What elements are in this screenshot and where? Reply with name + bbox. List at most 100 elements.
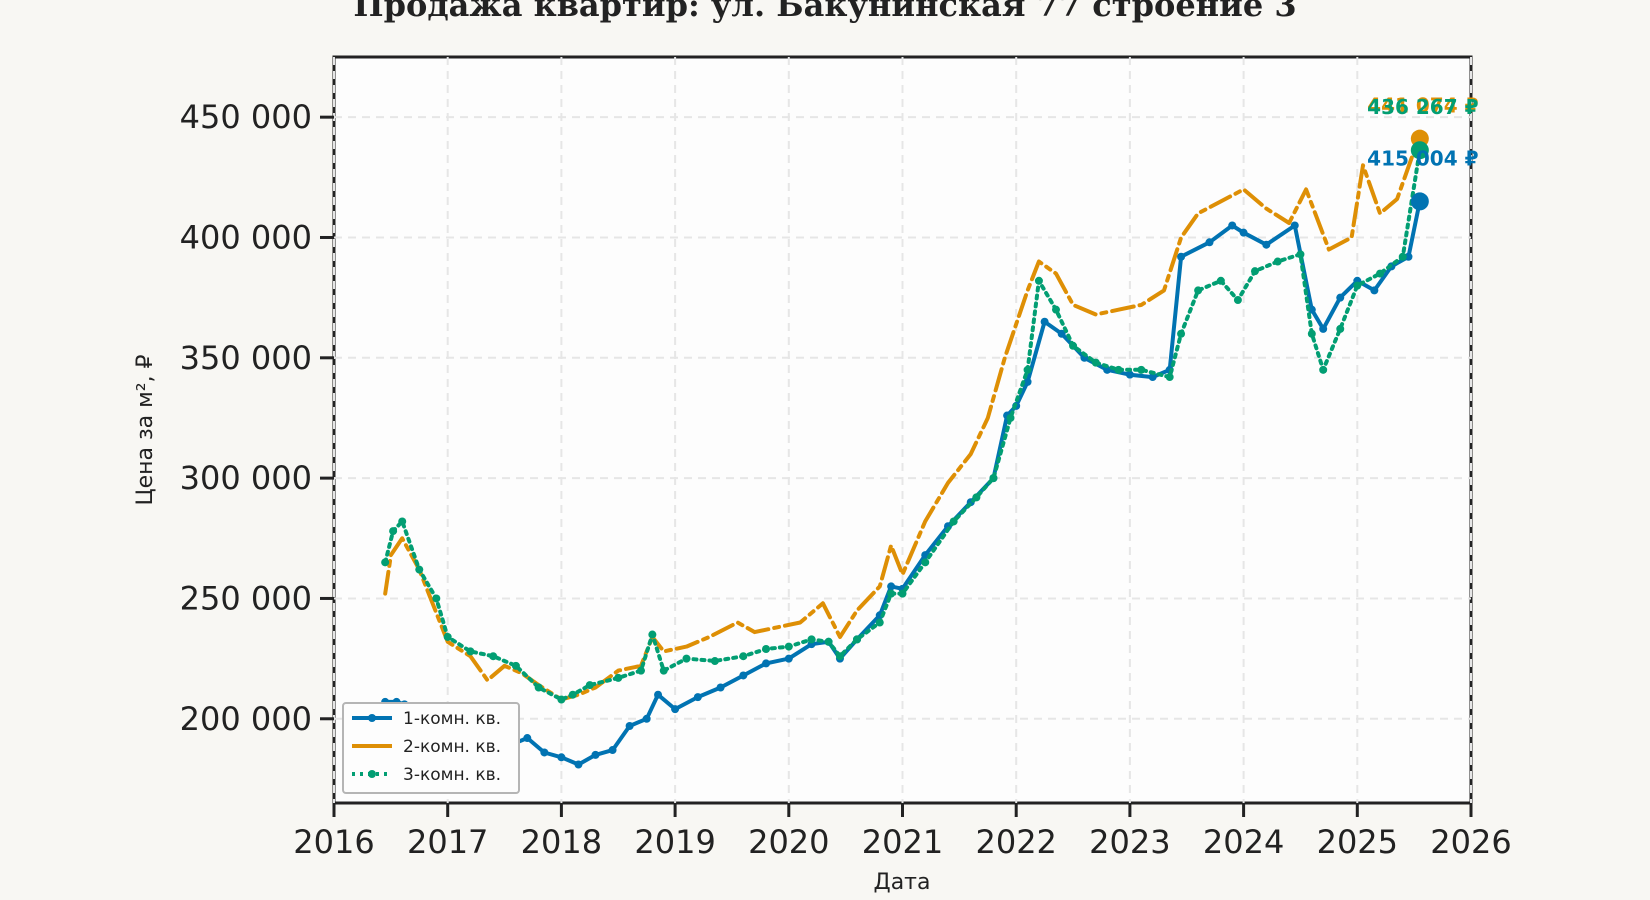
data-point bbox=[642, 714, 651, 723]
data-point bbox=[511, 661, 520, 670]
data-point bbox=[1370, 286, 1379, 295]
data-point bbox=[1290, 221, 1299, 230]
data-point bbox=[568, 690, 577, 699]
y-tick-label: 300 000 bbox=[180, 459, 312, 497]
data-point bbox=[1205, 238, 1214, 247]
end-labels: 441 074 ₽436 267 ₽ 415 004 ₽ bbox=[1367, 94, 1479, 211]
data-point bbox=[835, 652, 844, 661]
x-tick-label: 2017 bbox=[407, 823, 488, 861]
data-point bbox=[739, 671, 748, 680]
data-point bbox=[875, 618, 884, 627]
x-tick-label: 2019 bbox=[634, 823, 715, 861]
data-point bbox=[415, 565, 424, 574]
data-point bbox=[1006, 413, 1015, 422]
data-point bbox=[1319, 324, 1328, 333]
end-point-marker bbox=[1410, 192, 1429, 211]
data-point bbox=[557, 695, 566, 704]
data-point bbox=[398, 517, 407, 526]
data-point bbox=[1307, 329, 1316, 338]
data-point bbox=[949, 517, 958, 526]
data-point bbox=[591, 750, 600, 759]
data-point bbox=[1091, 358, 1100, 367]
data-point bbox=[1165, 373, 1174, 382]
data-point bbox=[1296, 250, 1305, 259]
data-point bbox=[1023, 365, 1032, 374]
data-point bbox=[432, 594, 441, 603]
data-point bbox=[625, 721, 634, 730]
data-point bbox=[887, 589, 896, 598]
x-tick-label: 2025 bbox=[1317, 823, 1398, 861]
data-point bbox=[1069, 341, 1078, 350]
data-point bbox=[557, 753, 566, 762]
data-point bbox=[1353, 281, 1362, 290]
x-tick-label: 2016 bbox=[293, 823, 374, 861]
data-point bbox=[648, 630, 657, 639]
data-point bbox=[1398, 252, 1407, 261]
data-point bbox=[989, 474, 998, 483]
series-group bbox=[381, 136, 1424, 769]
data-point bbox=[1057, 329, 1066, 338]
y-tick-label: 450 000 bbox=[180, 98, 312, 136]
data-point bbox=[1404, 252, 1413, 261]
legend-box bbox=[342, 702, 520, 794]
data-point bbox=[1239, 228, 1248, 237]
data-point bbox=[1194, 286, 1203, 295]
data-point bbox=[784, 642, 793, 651]
y-tick-label: 250 000 bbox=[180, 579, 312, 617]
data-point bbox=[1250, 267, 1259, 276]
data-point bbox=[1216, 276, 1225, 285]
data-point bbox=[1376, 269, 1385, 278]
data-point bbox=[1177, 252, 1186, 261]
data-point bbox=[1040, 317, 1049, 326]
end-value-label: 436 267 ₽ bbox=[1367, 95, 1478, 119]
x-tick-label: 2026 bbox=[1430, 823, 1511, 861]
data-point bbox=[682, 654, 691, 663]
end-point-marker bbox=[1410, 141, 1429, 160]
data-point bbox=[585, 681, 594, 690]
y-axis: 200 000 250 000 300 000 350 000 400 000 450 0… bbox=[180, 98, 334, 738]
data-point bbox=[1114, 365, 1123, 374]
legend-label: 3-комн. кв. bbox=[403, 765, 501, 785]
data-point bbox=[1137, 365, 1146, 374]
data-point bbox=[739, 652, 748, 661]
data-point bbox=[853, 635, 862, 644]
data-point bbox=[466, 647, 475, 656]
data-point bbox=[1233, 296, 1242, 305]
legend-label: 1-комн. кв. bbox=[403, 709, 501, 729]
data-point bbox=[710, 657, 719, 666]
legend-label: 2-комн. кв. bbox=[403, 737, 501, 757]
y-tick-label: 400 000 bbox=[180, 218, 312, 256]
data-point bbox=[784, 654, 793, 663]
data-point bbox=[489, 652, 498, 661]
data-point bbox=[1273, 257, 1282, 266]
end-value-label: 415 004 ₽ bbox=[1367, 146, 1478, 170]
data-point bbox=[540, 748, 549, 757]
data-point bbox=[1262, 240, 1271, 249]
y-tick-label: 350 000 bbox=[180, 339, 312, 377]
x-tick-label: 2022 bbox=[975, 823, 1056, 861]
legend-marker bbox=[368, 770, 376, 778]
data-point bbox=[381, 558, 390, 567]
x-tick-label: 2018 bbox=[521, 823, 602, 861]
data-point bbox=[1228, 221, 1237, 230]
y-axis-label: Цена за м², ₽ bbox=[133, 354, 158, 505]
data-point bbox=[614, 673, 623, 682]
y-tick-label: 200 000 bbox=[180, 700, 312, 738]
x-tick-label: 2024 bbox=[1203, 823, 1284, 861]
data-point bbox=[608, 746, 617, 755]
data-point bbox=[1034, 276, 1043, 285]
series-line bbox=[383, 148, 1422, 702]
data-point bbox=[671, 705, 680, 714]
legend-marker bbox=[368, 714, 376, 722]
data-point bbox=[1103, 365, 1112, 374]
data-point bbox=[1336, 293, 1345, 302]
data-point bbox=[636, 666, 645, 675]
x-tick-label: 2020 bbox=[748, 823, 829, 861]
data-point bbox=[716, 683, 725, 692]
chart-title: Продажа квартир: ул. Бакунинская 77 стро… bbox=[353, 0, 1296, 24]
data-point bbox=[523, 734, 532, 743]
data-point bbox=[443, 632, 452, 641]
series-3 bbox=[381, 146, 1424, 704]
data-point bbox=[1051, 305, 1060, 314]
